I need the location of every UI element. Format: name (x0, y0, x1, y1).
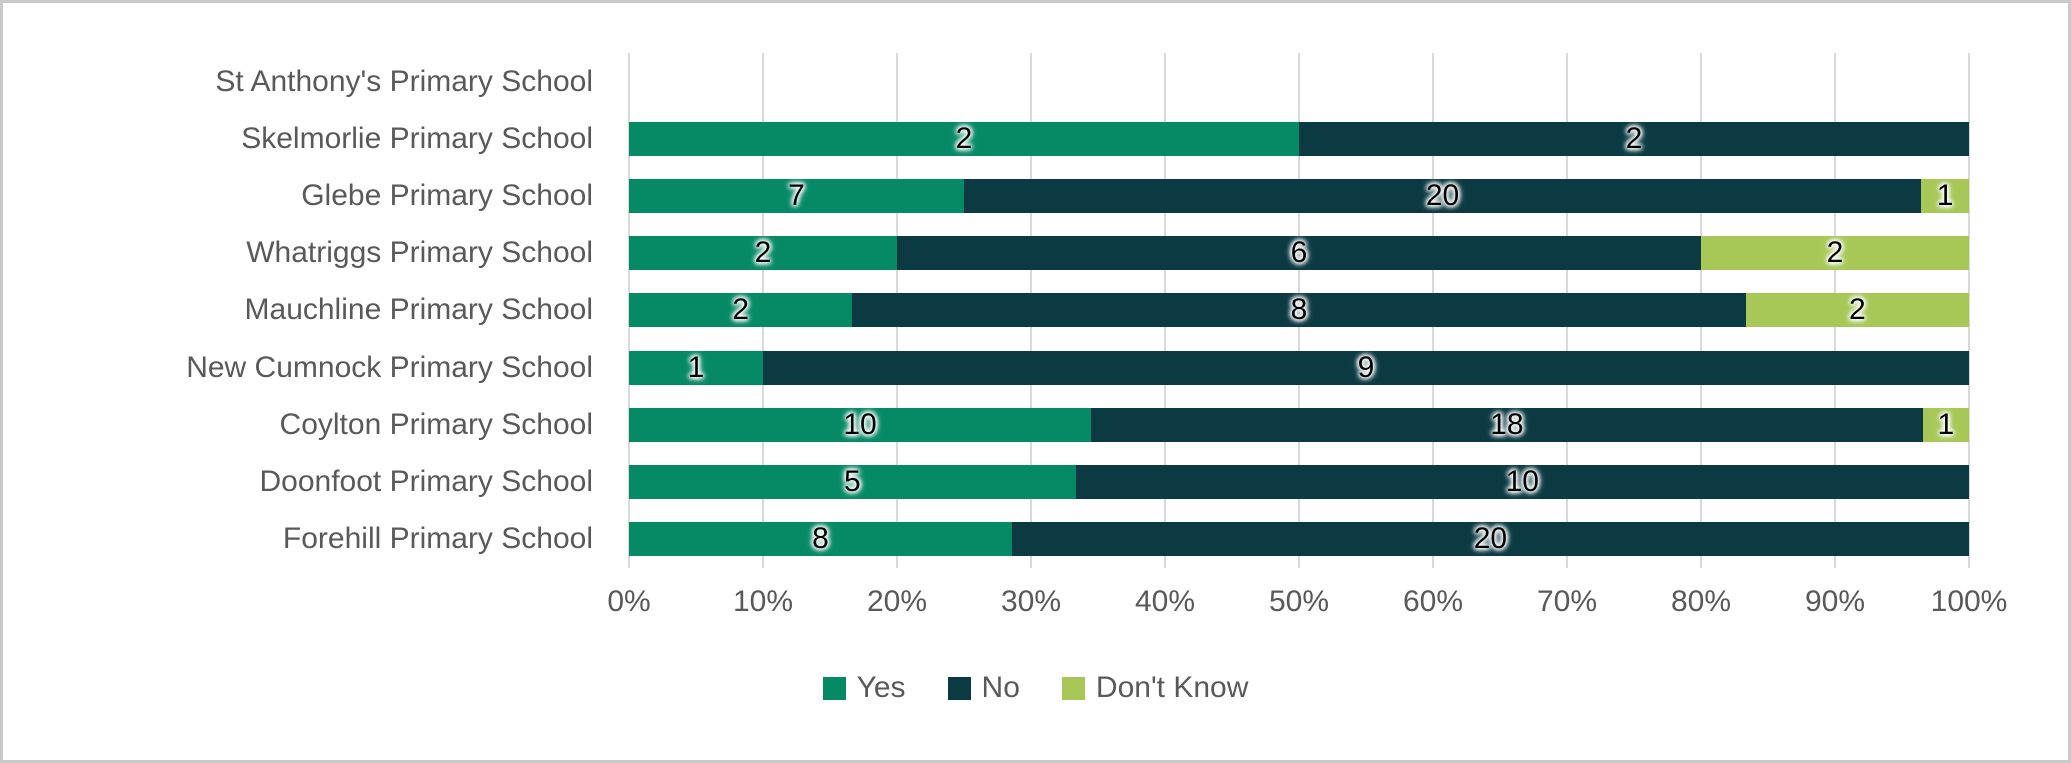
gridline (1968, 53, 1970, 568)
bar-row (629, 53, 1969, 110)
bar-segment-no: 20 (964, 179, 1922, 214)
stacked-bar: 2 6 2 (629, 236, 1969, 271)
x-axis-tick-label: 60% (1402, 585, 1464, 618)
data-label: 1 (687, 350, 705, 384)
bar-segment-yes: 8 (629, 522, 1012, 557)
bar-row: 10 18 1 (629, 396, 1969, 453)
bar-segment-no: 18 (1091, 407, 1923, 442)
plot-area: 2 2 7 20 1 2 6 2 2 8 2 1 9 10 18 1 5 10 8 20 (628, 53, 1970, 568)
bar-row: 7 20 1 (629, 167, 1969, 224)
stacked-bar: 7 20 1 (629, 179, 1969, 214)
bar-segment-yes: 10 (629, 407, 1092, 442)
category-label: Glebe Primary School (301, 179, 593, 213)
data-label: 2 (955, 121, 973, 155)
data-label: 1 (1937, 407, 1955, 441)
bar-segment-no: 9 (763, 350, 1969, 385)
data-label: 20 (1425, 179, 1460, 213)
data-label: 8 (1290, 293, 1308, 327)
data-label: 5 (843, 465, 861, 499)
category-label: Coylton Primary School (279, 407, 593, 441)
legend-label: Don't Know (1095, 671, 1249, 704)
data-label: 10 (1505, 465, 1539, 499)
data-label: 9 (1357, 350, 1375, 384)
x-axis-tick-label: 70% (1536, 585, 1598, 618)
bar-segment-don-t-know: 1 (1922, 407, 1969, 442)
bar-segment-no: 10 (1075, 465, 1969, 500)
bar-segment-yes: 2 (629, 236, 897, 271)
data-label: 2 (1848, 293, 1866, 327)
stacked-bar: 2 8 2 (629, 293, 1969, 328)
category-label: New Cumnock Primary School (186, 350, 593, 384)
bar-row: 2 6 2 (629, 225, 1969, 282)
survey-stacked-bar-chart: St Anthony's Primary School Skelmorlie Pr… (3, 3, 2068, 760)
bar-row: 8 20 (629, 511, 1969, 568)
data-label: 2 (1625, 121, 1643, 155)
bar-segment-no: 8 (852, 293, 1746, 328)
bar-segment-yes: 5 (629, 465, 1076, 500)
bar-segment-don-t-know: 2 (1701, 236, 1969, 271)
x-axis-tick-label: 50% (1268, 585, 1330, 618)
legend-swatch-icon (947, 676, 971, 700)
bar-segment-don-t-know: 1 (1921, 179, 1969, 214)
x-axis-tick-label: 10% (732, 585, 794, 618)
value-axis-labels: 0% 10% 20% 30% 40% 50% 60% 70% 80% 90% 100% (607, 585, 2007, 625)
legend-item-don-t-know: Don't Know (1061, 671, 1249, 705)
data-label: 2 (1826, 236, 1844, 270)
data-label: 2 (732, 293, 749, 327)
data-label: 6 (1290, 236, 1308, 270)
bar-row: 5 10 (629, 454, 1969, 511)
data-label: 18 (1490, 407, 1524, 441)
category-axis-labels: St Anthony's Primary School Skelmorlie Pr… (23, 53, 611, 568)
bar-row: 2 8 2 (629, 282, 1969, 339)
category-label: Whatriggs Primary School (246, 236, 593, 270)
x-axis-tick-label: 90% (1804, 585, 1866, 618)
bar-segment-no: 20 (1011, 522, 1969, 557)
category-label: Doonfoot Primary School (259, 465, 594, 499)
x-axis-tick-label: 0% (607, 585, 651, 618)
data-label: 10 (843, 407, 877, 441)
bar-segment-no: 6 (897, 236, 1701, 271)
stacked-bar: 5 10 (629, 465, 1969, 500)
legend-swatch-icon (1061, 676, 1085, 700)
legend-label: Yes (856, 671, 906, 704)
bar-segment-no: 2 (1299, 121, 1969, 156)
bar-segment-yes: 1 (629, 350, 763, 385)
legend: Yes No Don't Know (3, 671, 2068, 705)
data-label: 7 (788, 179, 805, 213)
legend-swatch-icon (822, 676, 846, 700)
bar-segment-yes: 7 (629, 179, 964, 214)
legend-item-no: No (947, 671, 1020, 705)
category-label: Forehill Primary School (282, 522, 593, 556)
data-label: 20 (1473, 522, 1508, 556)
bar-rows: 2 2 7 20 1 2 6 2 2 8 2 1 9 10 18 1 5 10 8 20 (629, 53, 1969, 568)
data-label: 2 (754, 236, 772, 270)
data-label: 8 (812, 522, 829, 556)
x-axis-tick-label: 20% (866, 585, 928, 618)
x-axis-tick-label: 30% (1000, 585, 1062, 618)
category-label: Skelmorlie Primary School (241, 121, 593, 155)
bar-segment-yes: 2 (629, 293, 853, 328)
category-label: St Anthony's Primary School (215, 64, 593, 98)
x-axis-tick-label: 80% (1670, 585, 1732, 618)
x-axis-tick-label: 40% (1134, 585, 1196, 618)
legend-label: No (981, 671, 1020, 704)
bar-segment-yes: 2 (629, 121, 1299, 156)
bar-segment-don-t-know: 2 (1745, 293, 1969, 328)
x-axis-tick-label: 100% (1930, 585, 2008, 618)
category-label: Mauchline Primary School (244, 293, 593, 327)
data-label: 1 (1936, 179, 1954, 213)
legend-item-yes: Yes (822, 671, 906, 705)
stacked-bar: 8 20 (629, 522, 1969, 557)
stacked-bar: 10 18 1 (629, 407, 1969, 442)
